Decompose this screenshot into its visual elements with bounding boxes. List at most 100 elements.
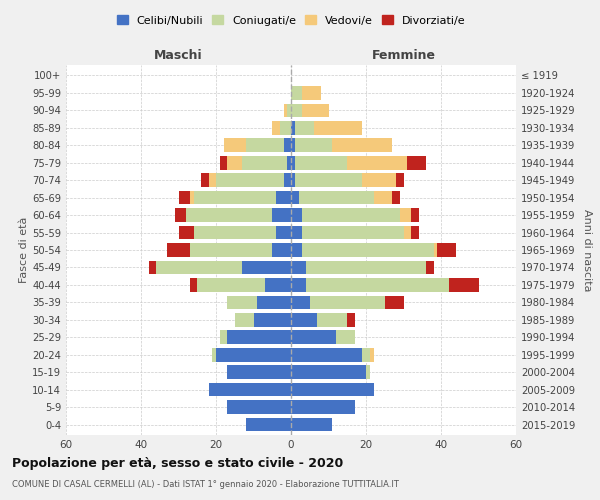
Bar — [209, 174, 216, 187]
Bar — [362, 174, 396, 187]
Bar — [396, 174, 404, 187]
Bar — [276, 191, 291, 204]
Bar — [385, 296, 404, 309]
Bar — [291, 366, 366, 379]
Bar — [287, 156, 291, 170]
Bar — [291, 104, 302, 117]
Bar — [227, 330, 291, 344]
Bar — [220, 330, 227, 344]
Bar — [235, 313, 254, 326]
Bar — [317, 313, 347, 326]
Bar — [197, 278, 265, 291]
Bar — [246, 418, 291, 432]
Text: Popolazione per età, sesso e stato civile - 2020: Popolazione per età, sesso e stato civil… — [12, 458, 343, 470]
Bar — [411, 226, 419, 239]
Bar — [227, 400, 291, 414]
Bar — [291, 313, 317, 326]
Bar — [220, 156, 227, 170]
Bar — [254, 313, 291, 326]
Bar — [179, 191, 190, 204]
Bar — [272, 243, 291, 257]
Text: Maschi: Maschi — [154, 48, 203, 62]
Bar — [302, 243, 433, 257]
Bar — [291, 191, 299, 204]
Bar — [373, 191, 392, 204]
Text: COMUNE DI CASAL CERMELLI (AL) - Dati ISTAT 1° gennaio 2020 - Elaborazione TUTTIT: COMUNE DI CASAL CERMELLI (AL) - Dati IST… — [12, 480, 399, 489]
Bar — [362, 348, 370, 362]
Bar — [366, 366, 370, 379]
Bar — [223, 138, 246, 152]
Bar — [347, 156, 407, 170]
Bar — [302, 86, 321, 100]
Bar — [291, 208, 302, 222]
Bar — [284, 104, 287, 117]
Bar — [291, 330, 336, 344]
Bar — [302, 226, 404, 239]
Bar — [190, 243, 272, 257]
Bar — [295, 121, 314, 134]
Bar — [216, 348, 291, 362]
Bar — [306, 278, 449, 291]
Bar — [370, 348, 373, 362]
Bar — [291, 260, 306, 274]
Bar — [212, 348, 216, 362]
Bar — [295, 138, 332, 152]
Bar — [167, 243, 190, 257]
Bar — [291, 278, 306, 291]
Bar — [156, 260, 242, 274]
Text: Femmine: Femmine — [371, 48, 436, 62]
Bar — [407, 156, 426, 170]
Bar — [332, 138, 392, 152]
Bar — [310, 296, 385, 309]
Bar — [227, 156, 242, 170]
Bar — [179, 226, 193, 239]
Bar — [302, 104, 329, 117]
Bar — [291, 138, 295, 152]
Bar — [291, 243, 302, 257]
Bar — [302, 208, 400, 222]
Bar — [257, 296, 291, 309]
Bar — [404, 226, 411, 239]
Bar — [411, 208, 419, 222]
Bar — [291, 156, 295, 170]
Bar — [193, 226, 276, 239]
Bar — [287, 104, 291, 117]
Bar — [201, 174, 209, 187]
Bar — [347, 313, 355, 326]
Bar — [193, 191, 276, 204]
Bar — [186, 208, 272, 222]
Legend: Celibi/Nubili, Coniugati/e, Vedovi/e, Divorziati/e: Celibi/Nubili, Coniugati/e, Vedovi/e, Di… — [116, 15, 466, 26]
Bar — [190, 191, 193, 204]
Bar — [242, 260, 291, 274]
Bar — [265, 278, 291, 291]
Bar — [291, 121, 295, 134]
Bar — [291, 296, 310, 309]
Bar — [209, 383, 291, 396]
Bar — [426, 260, 433, 274]
Y-axis label: Anni di nascita: Anni di nascita — [582, 209, 592, 291]
Y-axis label: Fasce di età: Fasce di età — [19, 217, 29, 283]
Bar — [449, 278, 479, 291]
Bar — [336, 330, 355, 344]
Bar — [291, 174, 295, 187]
Bar — [314, 121, 362, 134]
Bar — [291, 348, 362, 362]
Bar — [272, 121, 280, 134]
Bar — [216, 174, 284, 187]
Bar — [276, 226, 291, 239]
Bar — [284, 138, 291, 152]
Bar — [295, 156, 347, 170]
Bar — [227, 296, 257, 309]
Bar — [291, 86, 302, 100]
Bar — [291, 383, 373, 396]
Bar — [291, 400, 355, 414]
Bar — [299, 191, 373, 204]
Bar — [392, 191, 400, 204]
Bar — [306, 260, 426, 274]
Bar — [295, 174, 362, 187]
Bar — [272, 208, 291, 222]
Bar — [433, 243, 437, 257]
Bar — [246, 138, 284, 152]
Bar — [400, 208, 411, 222]
Bar — [437, 243, 456, 257]
